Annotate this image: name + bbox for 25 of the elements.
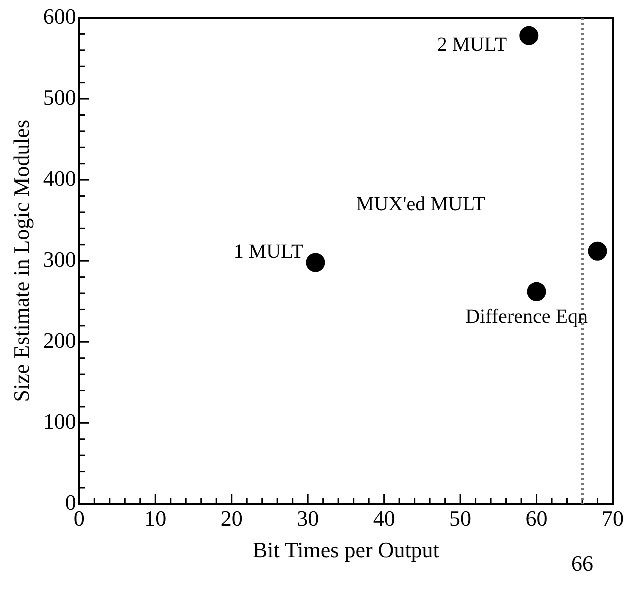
x-tick-label: 70 (602, 506, 624, 532)
point (527, 282, 546, 302)
x-tick-label: 30 (297, 506, 320, 532)
annotation: 1 MULT (234, 240, 304, 263)
point (306, 253, 326, 272)
ref-line-label: 66 (572, 550, 594, 576)
y-tick-label: 0 (65, 490, 76, 515)
y-tick-label: 400 (43, 166, 76, 191)
x-tick-label: 50 (450, 506, 472, 532)
y-tick-label: 600 (43, 4, 76, 29)
annotation: Difference Eqn (466, 306, 588, 328)
y-tick-label: 500 (43, 84, 76, 110)
x-tick-label: 40 (373, 506, 396, 532)
y-tick-label: 300 (43, 246, 76, 272)
y-axis-title: Size Estimate in Logic Modules (8, 120, 34, 402)
x-tick-label: 10 (144, 506, 167, 532)
y-tick-label: 200 (43, 328, 76, 353)
point (520, 26, 539, 46)
x-tick-label: 20 (220, 506, 243, 532)
y-tick-label: 100 (43, 408, 76, 434)
point (588, 242, 608, 261)
annotation: MUX'ed MULT (356, 193, 486, 216)
x-axis-title: Bit Times per Output (252, 538, 440, 563)
x-tick-label: 60 (526, 506, 548, 532)
annotation: 2 MULT (437, 34, 508, 56)
